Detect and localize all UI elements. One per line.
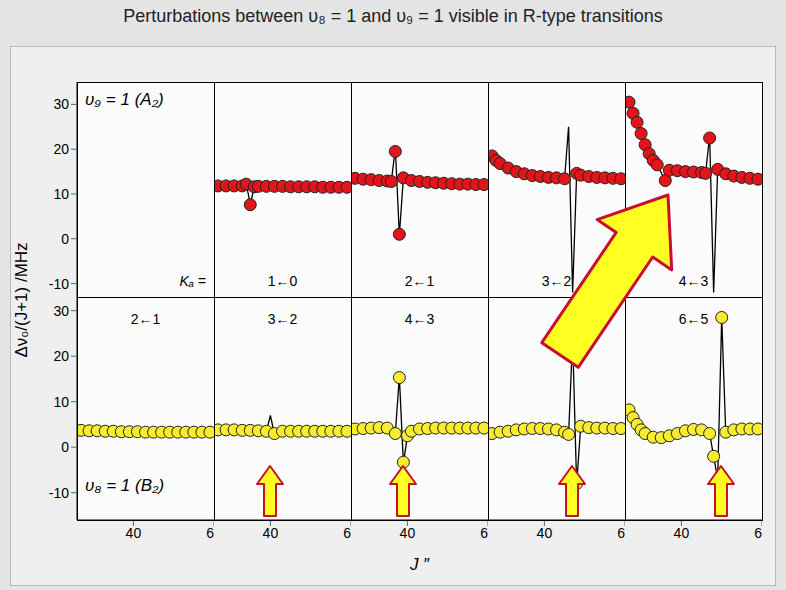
svg-text:30: 30 — [53, 303, 69, 319]
html-text:1←0: 1←0 — [267, 273, 298, 289]
svg-text:60: 60 — [617, 525, 625, 541]
svg-text:0: 0 — [61, 439, 69, 455]
html-text:2←1: 2←1 — [404, 273, 435, 289]
html-text:4←3: 4←3 — [404, 311, 435, 327]
svg-text:60: 60 — [480, 525, 488, 541]
html-text:2←1: 2←1 — [130, 311, 161, 327]
svg-text:20: 20 — [53, 348, 69, 364]
svg-text:60: 60 — [754, 525, 762, 541]
html-text:Kₐ =: Kₐ = — [179, 273, 206, 289]
svg-text:40: 40 — [537, 525, 553, 541]
svg-text:0: 0 — [61, 231, 69, 247]
svg-text:10: 10 — [53, 186, 69, 202]
svg-text:-10: -10 — [49, 485, 69, 501]
html-text:6←5: 6←5 — [678, 311, 709, 327]
html-text:3←2: 3←2 — [541, 273, 572, 289]
svg-text:40: 40 — [674, 525, 690, 541]
html-text:4←3: 4←3 — [678, 273, 709, 289]
html-text:υ₈ = 1 (B₂): υ₈ = 1 (B₂) — [85, 476, 165, 495]
svg-text:60: 60 — [206, 525, 214, 541]
svg-text:30: 30 — [53, 96, 69, 112]
svg-text:40: 40 — [126, 525, 142, 541]
svg-text:40: 40 — [263, 525, 279, 541]
svg-text:20: 20 — [53, 141, 69, 157]
html-text:Δν₀/(J+1) /MHz: Δν₀/(J+1) /MHz — [12, 242, 31, 358]
svg-text:60: 60 — [343, 525, 351, 541]
svg-text:40: 40 — [400, 525, 416, 541]
html-text:J ″: J ″ — [409, 555, 430, 574]
svg-text:10: 10 — [53, 394, 69, 410]
svg-text:-10: -10 — [49, 276, 69, 292]
html-text:3←2: 3←2 — [267, 311, 298, 327]
html-text:Perturbations between υ₈ = 1 a: Perturbations between υ₈ = 1 and υ₉ = 1 … — [123, 6, 663, 26]
html-text:υ₉ = 1 (A₂): υ₉ = 1 (A₂) — [85, 90, 164, 109]
